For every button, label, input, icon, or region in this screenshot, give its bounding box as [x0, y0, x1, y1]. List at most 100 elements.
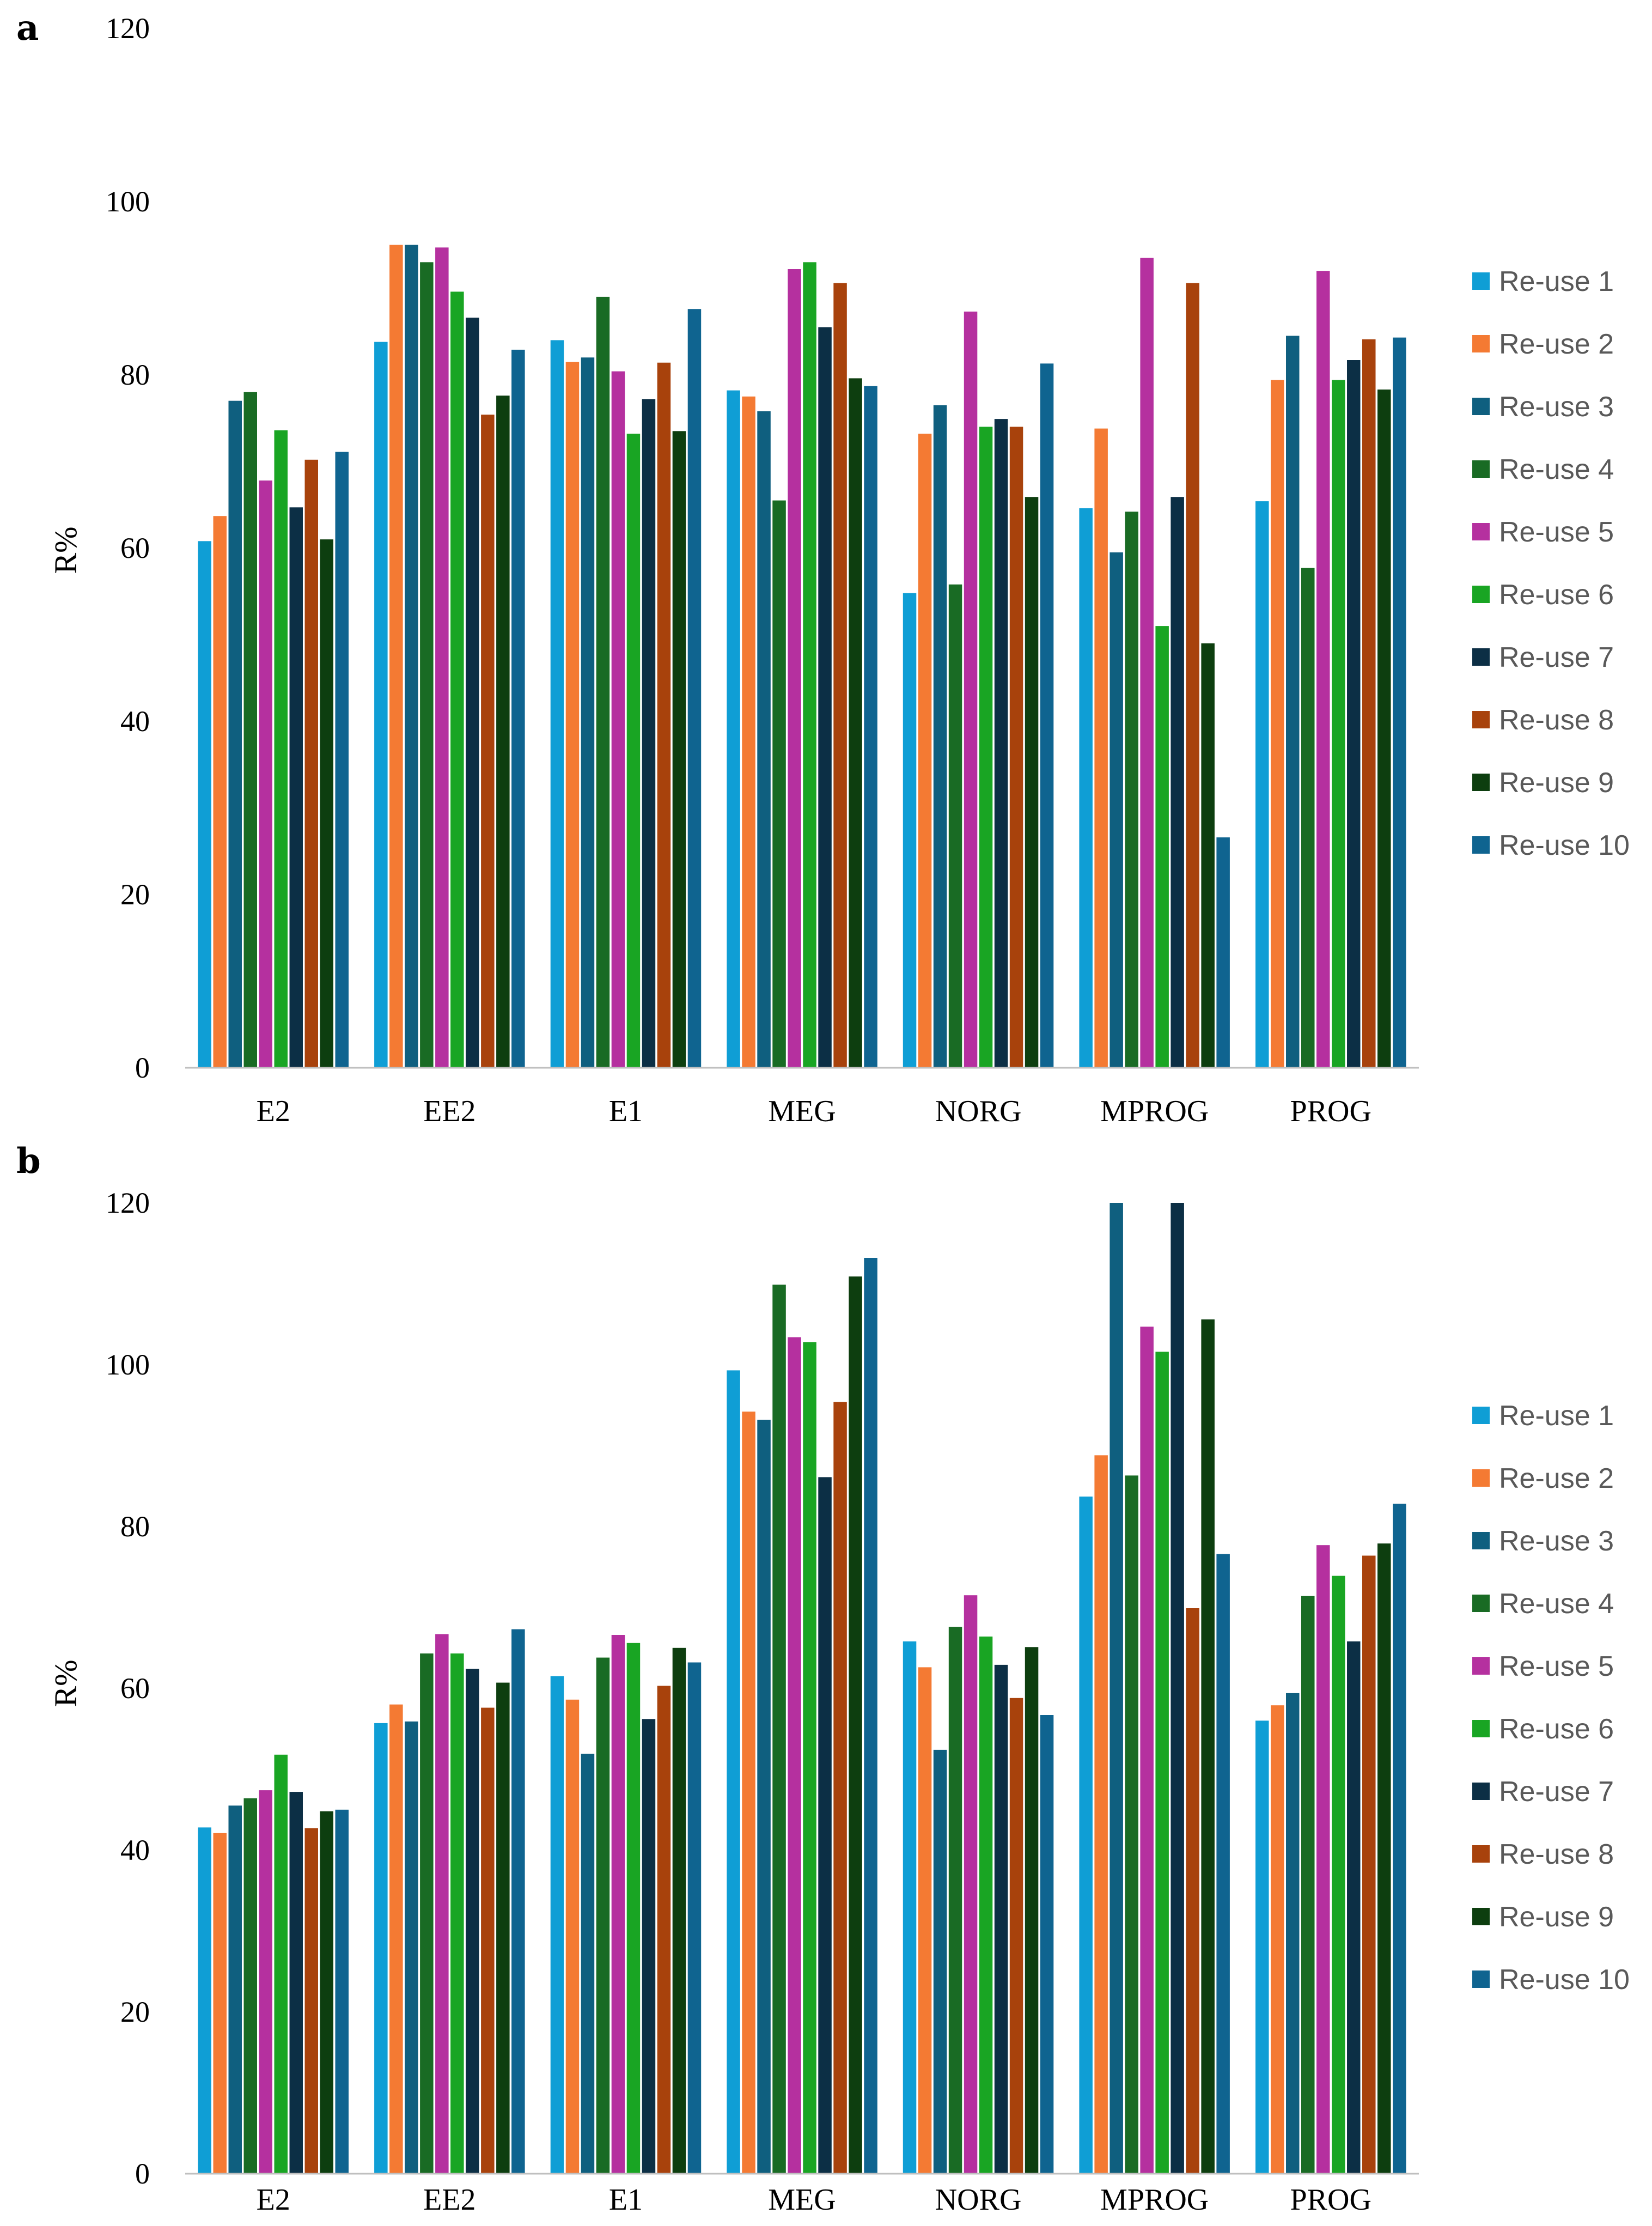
- bar-norg-re-use-5: [964, 311, 978, 1068]
- bar-e1-re-use-2: [565, 1699, 580, 2174]
- bar-norg-re-use-8: [1009, 427, 1023, 1068]
- legend-swatch-re-use-4: [1472, 460, 1490, 478]
- bar-mprog-re-use-2: [1094, 428, 1108, 1068]
- bar-meg-re-use-9: [849, 1276, 862, 2174]
- legend-swatch-re-use-4: [1472, 1595, 1490, 1612]
- bar-e1-re-use-6: [626, 1643, 641, 2174]
- bar-norg-re-use-6: [979, 427, 993, 1068]
- category-label-norg: NORG: [935, 2183, 1022, 2217]
- legend-swatch-re-use-9: [1472, 774, 1490, 791]
- panel-label-b: b: [16, 1141, 41, 1182]
- bar-e2-re-use-1: [198, 1827, 211, 2174]
- bar-ee2-re-use-8: [481, 1707, 495, 2174]
- bar-e1-re-use-8: [657, 1686, 671, 2174]
- category-label-e2: E2: [257, 1094, 290, 1128]
- bar-norg-re-use-7: [994, 1664, 1008, 2174]
- bar-e1-re-use-10: [687, 1662, 702, 2174]
- bar-e2-re-use-8: [304, 459, 318, 1068]
- bar-norg-re-use-2: [918, 1667, 932, 2174]
- bar-mprog-re-use-7: [1171, 1203, 1184, 2174]
- bar-norg-re-use-4: [948, 1627, 962, 2174]
- legend-swatch-re-use-1: [1472, 272, 1490, 290]
- bar-norg-re-use-9: [1025, 1647, 1039, 2174]
- bar-meg-re-use-6: [803, 1342, 816, 2174]
- legend-label-re-use-8: Re-use 8: [1499, 1839, 1614, 1870]
- legend-swatch-re-use-6: [1472, 586, 1490, 603]
- bar-e2-re-use-4: [243, 1798, 257, 2174]
- bar-ee2-re-use-4: [420, 262, 434, 1068]
- bar-meg-re-use-9: [849, 378, 862, 1068]
- bar-e2-re-use-6: [274, 1754, 288, 2174]
- legend-swatch-re-use-9: [1472, 1908, 1490, 1925]
- bar-ee2-re-use-3: [405, 1721, 418, 2174]
- category-label-mprog: MPROG: [1100, 1094, 1209, 1128]
- bar-norg-re-use-3: [933, 1749, 947, 2174]
- legend-label-re-use-8: Re-use 8: [1499, 704, 1614, 736]
- bar-ee2-re-use-2: [389, 1704, 403, 2174]
- legend-swatch-re-use-3: [1472, 398, 1490, 415]
- bar-mprog-re-use-10: [1216, 1554, 1230, 2174]
- bar-mprog-re-use-1: [1079, 1497, 1093, 2174]
- legend-swatch-re-use-2: [1472, 1469, 1490, 1487]
- bar-ee2-re-use-8: [481, 415, 495, 1068]
- legend-label-re-use-1: Re-use 1: [1499, 1400, 1614, 1432]
- bar-norg-re-use-5: [964, 1595, 978, 2174]
- bar-e1-re-use-10: [687, 309, 702, 1068]
- bar-e2-re-use-5: [259, 481, 272, 1068]
- bar-prog-re-use-5: [1316, 271, 1330, 1068]
- bar-e1-re-use-5: [611, 1635, 625, 2174]
- bar-norg-re-use-7: [994, 419, 1008, 1068]
- bar-ee2-re-use-10: [511, 1629, 525, 2174]
- bar-norg-re-use-4: [948, 584, 962, 1068]
- bar-e2-re-use-2: [213, 1833, 227, 2174]
- bar-e2-re-use-7: [289, 507, 303, 1068]
- legend-swatch-re-use-1: [1472, 1407, 1490, 1424]
- chart-panel-b: b 0 20 40 60 80 100 120 R% E2 EE2 E1 MEG NORG MPROG PR…: [0, 1133, 1652, 2226]
- bar-mprog-re-use-1: [1079, 508, 1093, 1068]
- y-tick-label: 20: [120, 1996, 150, 2028]
- category-label-e1: E1: [609, 2183, 643, 2217]
- bar-prog-re-use-1: [1255, 1720, 1269, 2174]
- legend-label-re-use-2: Re-use 2: [1499, 1463, 1614, 1494]
- bar-ee2-re-use-9: [496, 1682, 510, 2174]
- bar-meg-re-use-10: [864, 386, 877, 1068]
- legend-swatch-re-use-8: [1472, 711, 1490, 728]
- y-tick-label: 60: [120, 532, 150, 564]
- bar-e1-re-use-8: [657, 362, 671, 1068]
- bar-mprog-re-use-5: [1140, 1327, 1154, 2174]
- legend-label-re-use-1: Re-use 1: [1499, 266, 1614, 297]
- bar-mprog-re-use-5: [1140, 258, 1154, 1068]
- bar-e2-re-use-10: [335, 1809, 349, 2174]
- category-label-ee2: EE2: [423, 1094, 476, 1128]
- bar-prog-re-use-7: [1347, 1641, 1361, 2174]
- legend-swatch-re-use-2: [1472, 335, 1490, 352]
- bar-norg-re-use-9: [1025, 497, 1039, 1068]
- y-tick-label: 40: [120, 705, 150, 738]
- y-tick-label: 120: [106, 12, 150, 45]
- bar-prog-re-use-10: [1393, 337, 1406, 1068]
- bar-chart-a: 0 20 40 60 80 100 120 R% E2 EE2 E1 MEG NORG MPROG PROG…: [48, 12, 1630, 1128]
- bar-mprog-re-use-9: [1201, 643, 1215, 1068]
- bar-prog-re-use-3: [1286, 1693, 1300, 2174]
- bar-meg-re-use-3: [757, 411, 771, 1068]
- legend-label-re-use-3: Re-use 3: [1499, 391, 1614, 423]
- bar-e2-re-use-9: [320, 1811, 333, 2174]
- legend-label-re-use-5: Re-use 5: [1499, 1651, 1614, 1682]
- bar-meg-re-use-8: [833, 1402, 847, 2174]
- bar-norg-re-use-3: [933, 405, 947, 1068]
- bar-meg-re-use-4: [772, 1285, 786, 2174]
- category-label-prog: PROG: [1290, 2183, 1371, 2217]
- legend-swatch-re-use-7: [1472, 648, 1490, 666]
- y-tick-label: 60: [120, 1672, 150, 1705]
- legend-swatch-re-use-5: [1472, 1657, 1490, 1675]
- y-tick-label: 100: [106, 185, 150, 218]
- y-tick-label: 0: [135, 2157, 150, 2190]
- bar-meg-re-use-2: [742, 396, 755, 1068]
- bar-e2-re-use-6: [274, 430, 288, 1068]
- legend-swatch-re-use-3: [1472, 1532, 1490, 1549]
- bar-e2-re-use-3: [228, 400, 242, 1068]
- bar-mprog-re-use-3: [1110, 1203, 1123, 2174]
- bar-mprog-re-use-10: [1216, 837, 1230, 1068]
- bar-e2-re-use-4: [243, 392, 257, 1068]
- bar-chart-b: 0 20 40 60 80 100 120 R% E2 EE2 E1 MEG NORG MPROG PROG…: [48, 1187, 1630, 2217]
